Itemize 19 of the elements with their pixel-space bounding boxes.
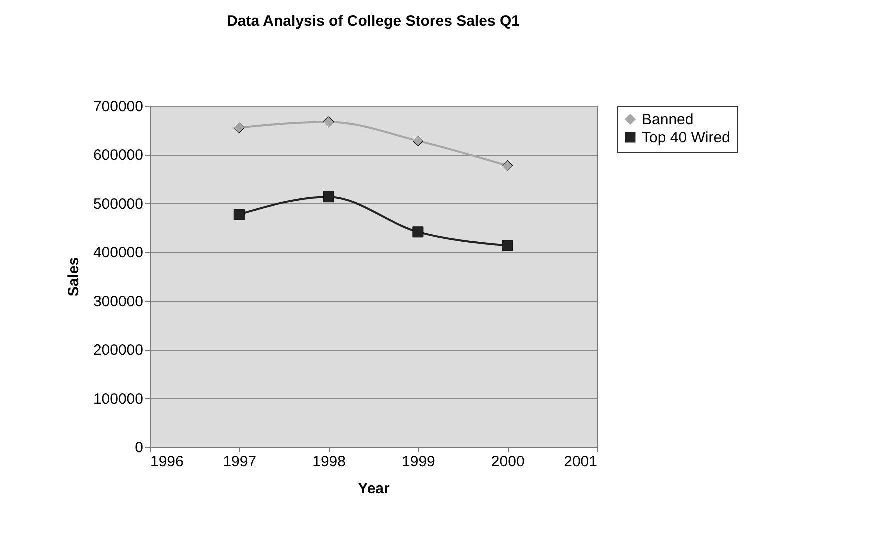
x-tick-label: 2000 bbox=[491, 454, 525, 470]
x-tick-label: 1997 bbox=[223, 454, 257, 470]
chart-title: Data Analysis of College Stores Sales Q1 bbox=[227, 13, 520, 30]
legend-label: Banned bbox=[642, 112, 694, 128]
y-tick-label: 300000 bbox=[93, 293, 144, 310]
y-tick-label: 600000 bbox=[93, 147, 144, 164]
y-tick-label: 700000 bbox=[93, 98, 144, 116]
y-tick-label: 100000 bbox=[93, 390, 144, 408]
x-tick-label: 1998 bbox=[312, 454, 346, 470]
y-tick-label: 500000 bbox=[93, 196, 144, 213]
legend-label: Top 40 Wired bbox=[642, 130, 730, 146]
x-tick-label: 1996 bbox=[150, 454, 184, 470]
y-axis-title: Sales bbox=[65, 257, 82, 297]
x-tick-label: 2001 bbox=[564, 454, 598, 470]
y-tick-label: 200000 bbox=[93, 342, 144, 360]
x-tick-label: 1999 bbox=[402, 454, 436, 470]
x-axis-title: Year bbox=[358, 480, 390, 498]
y-tick-label: 400000 bbox=[93, 244, 144, 262]
y-tick-label: 0 bbox=[135, 440, 144, 456]
